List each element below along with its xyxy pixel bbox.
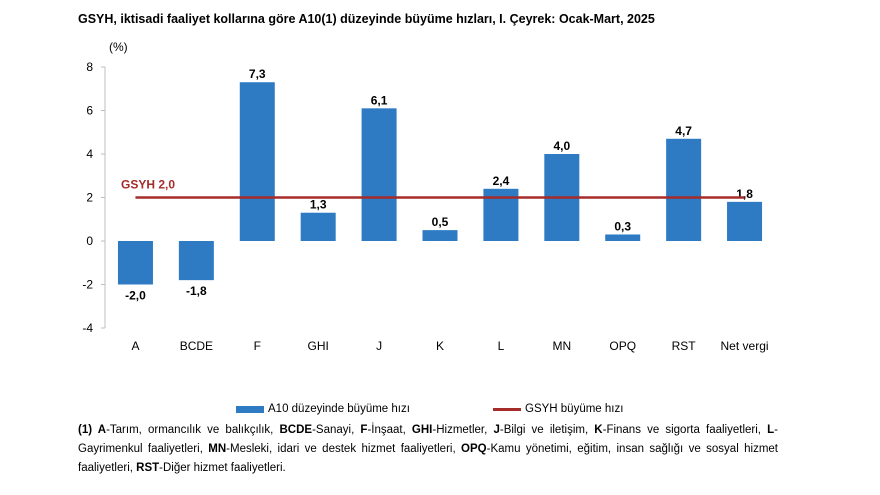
- data-label: 4,7: [675, 124, 692, 138]
- footnote-text: -Sanayi,: [312, 424, 361, 436]
- footnote-code: OPQ: [461, 443, 487, 455]
- data-label: 4,0: [553, 139, 570, 153]
- y-axis-label: (%): [109, 40, 128, 54]
- x-tick-label: MN: [552, 339, 571, 353]
- x-tick-label: BCDE: [180, 339, 213, 353]
- bar: [300, 212, 336, 241]
- footnote-code: MN: [208, 443, 227, 455]
- x-tick-label: L: [498, 339, 505, 353]
- data-label: 1,3: [310, 198, 327, 212]
- footnote-code: L: [767, 424, 775, 436]
- legend-item-line: GSYH büyüme hızı: [493, 403, 623, 415]
- bar: [727, 201, 763, 241]
- y-tick-label: -4: [82, 321, 93, 335]
- x-tick-label: RST: [672, 339, 697, 353]
- y-tick-label: 8: [86, 60, 93, 74]
- data-label: 0,5: [432, 215, 449, 229]
- footnote-items: A-Tarım, ormancılık ve balıkçılık, BCDE-…: [78, 424, 778, 474]
- bar: [117, 241, 153, 285]
- footnote-code: K: [594, 424, 603, 436]
- reference-line-label: GSYH 2,0: [121, 178, 175, 192]
- footnote-text: -Gayrimenkul faaliyetleri,: [78, 424, 778, 455]
- y-tick-label: 4: [86, 147, 93, 161]
- legend-item-bar: A10 düzeyinde büyüme hızı: [236, 403, 410, 415]
- footnote-text: -Hizmetler,: [432, 424, 494, 436]
- data-label: -1,8: [186, 284, 207, 298]
- footnote-code: A: [97, 424, 107, 436]
- y-tick-label: 2: [86, 191, 93, 205]
- data-label: 0,3: [614, 219, 631, 233]
- footnote-text: -Bilgi ve iletişim,: [499, 424, 595, 436]
- legend: A10 düzeyinde büyüme hızı GSYH büyüme hı…: [0, 403, 880, 419]
- data-label: 2,4: [493, 174, 510, 188]
- legend-line-label: GSYH büyüme hızı: [525, 403, 624, 415]
- footnote-prefix: (1): [78, 424, 98, 436]
- footnote-code: J: [493, 424, 500, 436]
- bar: [666, 138, 702, 241]
- footnote-code: RST: [136, 462, 160, 474]
- x-tick-label: GHI: [308, 339, 329, 353]
- bar: [178, 241, 214, 281]
- y-tick-label: 0: [86, 234, 93, 248]
- bar: [361, 108, 397, 241]
- data-label: 7,3: [249, 67, 266, 81]
- footnote-text: -Kamu yönetimi, eğitim, insan sağlığı ve…: [78, 443, 778, 474]
- x-tick-label: Net vergi: [721, 339, 769, 353]
- bar: [605, 234, 641, 241]
- data-label: -2,0: [125, 289, 146, 303]
- y-tick-label: 6: [86, 104, 93, 118]
- x-tick-label: A: [131, 339, 139, 353]
- x-tick-label: OPQ: [609, 339, 636, 353]
- footnote-text: -Tarım, ormancılık ve balıkçılık,: [106, 424, 280, 436]
- x-tick-label: K: [436, 339, 444, 353]
- y-tick-label: -2: [82, 278, 93, 292]
- footnote-code: GHI: [411, 424, 433, 436]
- footnote: (1) A-Tarım, ormancılık ve balıkçılık, B…: [78, 421, 778, 478]
- footnote-text: -Finans ve sigorta faaliyetleri,: [602, 424, 768, 436]
- bar: [239, 82, 275, 241]
- footnote-text: -Mesleki, idari ve destek hizmet faaliye…: [226, 443, 462, 455]
- legend-line-swatch: [493, 407, 521, 411]
- footnote-code: F: [360, 424, 368, 436]
- chart-title: GSYH, iktisadi faaliyet kollarına göre A…: [78, 12, 655, 26]
- bar-chart: -4 -2 0 2 4 6 8 (%) -2,0 A -1,8 BCDE 7,3 F 1,3 GHI 6,1 J 0…: [82, 40, 769, 353]
- x-tick-label: J: [376, 339, 382, 353]
- footnote-code: BCDE: [279, 424, 313, 436]
- legend-bar-label: A10 düzeyinde büyüme hızı: [268, 403, 410, 415]
- x-tick-label: F: [254, 339, 261, 353]
- data-label: 6,1: [371, 93, 388, 107]
- legend-bar-swatch: [236, 405, 264, 413]
- bar: [422, 230, 458, 241]
- footnote-text: -İnşaat,: [367, 424, 412, 436]
- footnote-text: -Diğer hizmet faaliyetleri.: [159, 462, 286, 474]
